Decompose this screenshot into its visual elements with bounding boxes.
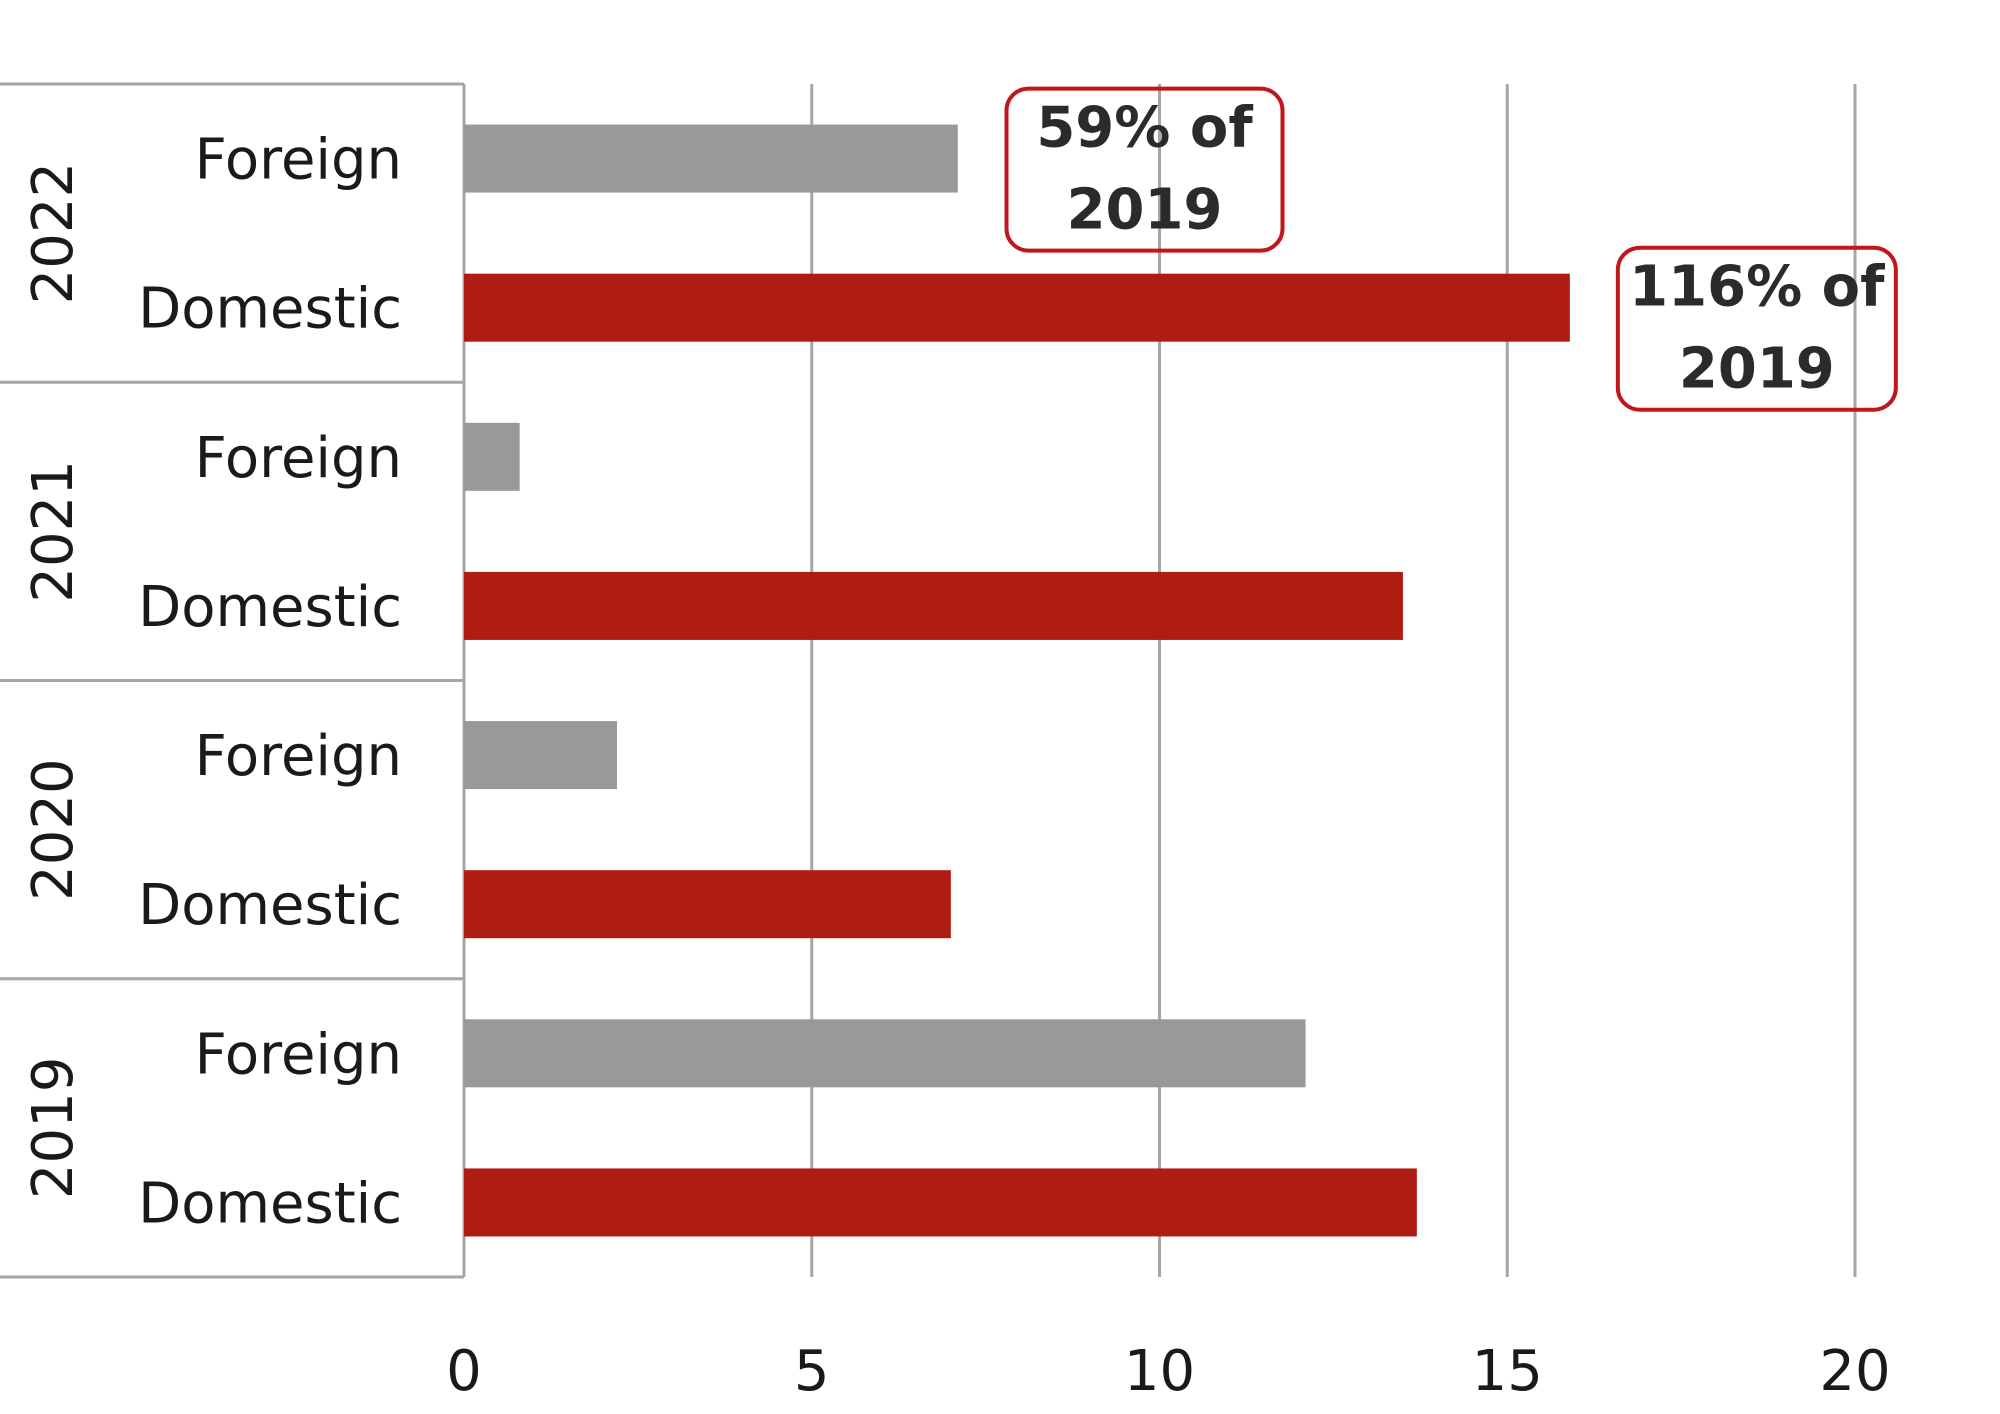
bar-2021-foreign bbox=[464, 422, 520, 491]
category-label-2021-domestic: Domestic bbox=[138, 575, 402, 640]
x-tick-label-0: 0 bbox=[446, 1339, 482, 1404]
year-label-2022: 2022 bbox=[21, 162, 86, 305]
category-labels: 2022 Foreign Domestic 2021 Foreign Domestic 20… bbox=[21, 128, 402, 1237]
bar-2020-foreign bbox=[464, 721, 618, 790]
year-label-2020: 2020 bbox=[21, 758, 86, 901]
bars bbox=[464, 124, 1570, 1237]
category-label-2020-foreign: Foreign bbox=[195, 724, 402, 789]
annotation-box-2 bbox=[1615, 245, 1898, 412]
x-axis-tick-labels: 0 5 10 15 20 bbox=[446, 1339, 1890, 1404]
annotation-text-2-line-2: 2019 bbox=[1679, 337, 1835, 402]
x-tick-label-15: 15 bbox=[1472, 1339, 1543, 1404]
annotation-text-1-line-1: 59% of bbox=[1036, 96, 1253, 161]
x-tick-label-5: 5 bbox=[794, 1339, 830, 1404]
category-label-2020-domestic: Domestic bbox=[138, 873, 402, 938]
annotations: 59% of 2019 116% of 2019 bbox=[1004, 86, 1898, 412]
annotation-text-2-line-1: 116% of bbox=[1629, 255, 1885, 320]
bar-2019-foreign bbox=[464, 1019, 1306, 1088]
annotation-box-1 bbox=[1004, 86, 1285, 253]
year-label-2019: 2019 bbox=[21, 1057, 86, 1200]
bar-2022-foreign bbox=[464, 124, 958, 193]
category-label-2022-foreign: Foreign bbox=[195, 128, 402, 193]
bar-2022-domestic bbox=[464, 273, 1570, 342]
year-label-2021: 2021 bbox=[21, 460, 86, 603]
category-label-2019-foreign: Foreign bbox=[195, 1022, 402, 1087]
category-label-2019-domestic: Domestic bbox=[138, 1171, 402, 1236]
x-tick-label-20: 20 bbox=[1819, 1339, 1890, 1404]
category-label-2022-domestic: Domestic bbox=[138, 277, 402, 342]
bar-2019-domestic bbox=[464, 1168, 1417, 1237]
annotation-text-1-line-2: 2019 bbox=[1067, 178, 1223, 243]
category-label-2021-foreign: Foreign bbox=[195, 426, 402, 491]
bar-2021-domestic bbox=[464, 571, 1403, 640]
x-tick-label-10: 10 bbox=[1124, 1339, 1195, 1404]
bar-2020-domestic bbox=[464, 870, 951, 939]
